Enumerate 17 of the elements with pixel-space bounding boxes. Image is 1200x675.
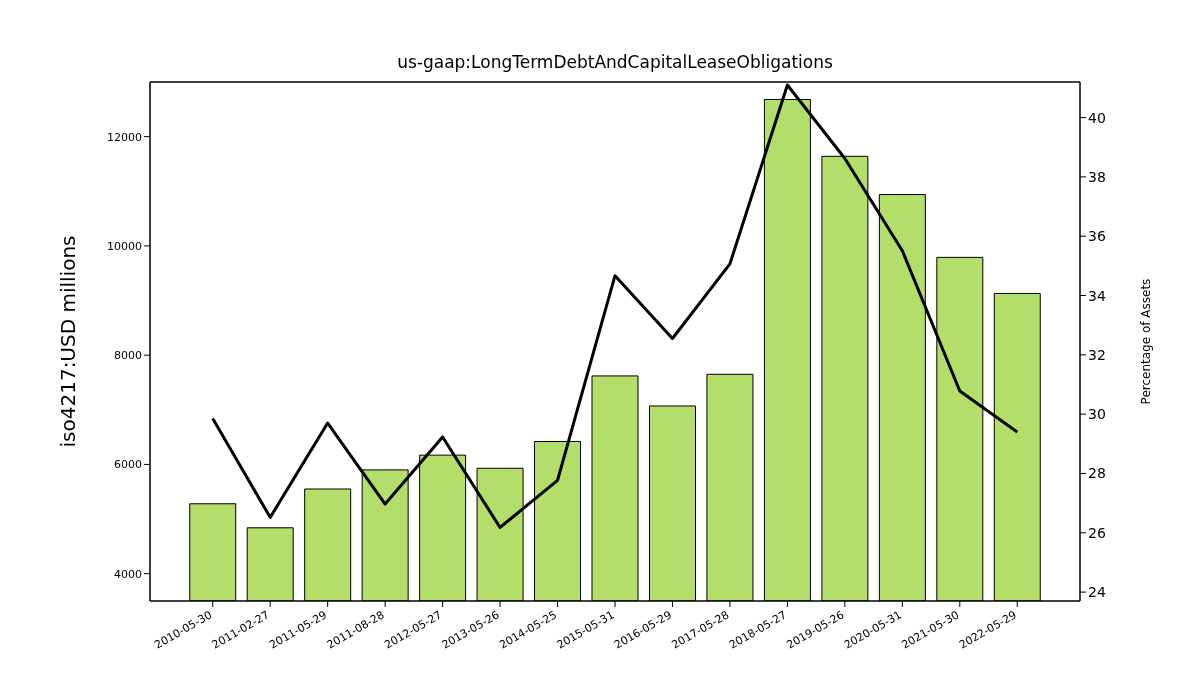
y-tick-label: 6000 xyxy=(114,458,142,472)
y2-tick-label: 40 xyxy=(1088,109,1106,126)
y2-tick-label: 32 xyxy=(1088,346,1106,363)
y2-tick-label: 28 xyxy=(1088,465,1106,482)
y2-tick-label: 36 xyxy=(1088,228,1106,245)
y-tick-label: 12000 xyxy=(107,130,142,144)
y2-tick-label: 34 xyxy=(1088,287,1106,304)
y2-tick-label: 30 xyxy=(1088,406,1106,423)
chart-title: us-gaap:LongTermDebtAndCapitalLeaseObligations xyxy=(396,52,834,72)
y2-tick-label: 38 xyxy=(1088,168,1106,185)
y2-tick-label: 26 xyxy=(1088,524,1106,541)
y-tick-label: 10000 xyxy=(107,239,142,253)
y-tick-label: 4000 xyxy=(114,567,142,581)
y-axis-title: iso4217:USD millions xyxy=(56,235,81,448)
y-tick-label: 8000 xyxy=(114,349,142,363)
y2-tick-label: 24 xyxy=(1088,584,1106,601)
y2-axis-title: Percentage of Assets xyxy=(1139,278,1154,405)
